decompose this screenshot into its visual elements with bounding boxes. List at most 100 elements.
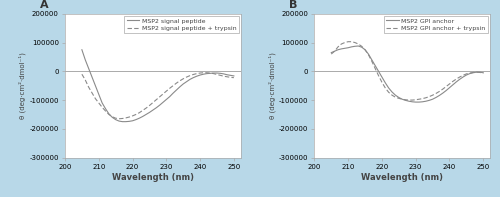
MSP2 GPI anchor + trypsin (430, 94, 436, 96)
MSP2 signal peptide (143, 113, 149, 116)
MSP2 signal peptide + trypsin (190, 73, 196, 76)
MSP2 GPI anchor (338, 48, 344, 50)
MSP2 GPI anchor + trypsin (402, 99, 408, 101)
MSP2 signal peptide (204, 72, 210, 75)
MSP2 GPI anchor + trypsin (335, 46, 341, 48)
MSP2 GPI anchor (420, 101, 426, 103)
MSP2 signal peptide (228, 74, 234, 76)
MSP2 signal peptide (82, 59, 88, 61)
MSP2 GPI anchor + trypsin (470, 71, 476, 74)
MSP2 signal peptide (160, 101, 166, 104)
MSP2 signal peptide (174, 89, 180, 91)
MSP2 GPI anchor (440, 92, 446, 94)
MSP2 GPI anchor (470, 72, 476, 74)
MSP2 signal peptide (214, 72, 220, 74)
MSP2 GPI anchor (348, 46, 354, 48)
MSP2 signal peptide (79, 49, 85, 51)
MSP2 GPI anchor (410, 101, 416, 103)
MSP2 signal peptide (130, 120, 136, 122)
MSP2 GPI anchor + trypsin (348, 41, 354, 43)
MSP2 signal peptide + trypsin (174, 82, 180, 84)
MSP2 signal peptide + trypsin (150, 101, 156, 104)
MSP2 GPI anchor + trypsin (406, 99, 412, 101)
MSP2 signal peptide (136, 117, 142, 119)
MSP2 GPI anchor (436, 94, 442, 97)
MSP2 signal peptide + trypsin (177, 80, 183, 82)
MSP2 signal peptide + trypsin (140, 109, 145, 112)
MSP2 signal peptide (190, 76, 196, 79)
MSP2 GPI anchor + trypsin (392, 96, 398, 98)
MSP2 GPI anchor + trypsin (433, 92, 439, 95)
MSP2 signal peptide (99, 102, 105, 104)
MSP2 GPI anchor + trypsin (366, 53, 372, 56)
MSP2 signal peptide (106, 113, 112, 115)
MSP2 signal peptide (156, 104, 162, 106)
Y-axis label: θ (deg·cm²·dmol⁻¹): θ (deg·cm²·dmol⁻¹) (268, 52, 276, 119)
MSP2 GPI anchor (426, 99, 432, 101)
MSP2 GPI anchor + trypsin (423, 97, 429, 99)
MSP2 signal peptide + trypsin (82, 79, 88, 81)
MSP2 signal peptide + trypsin (123, 117, 129, 119)
MSP2 signal peptide (102, 108, 108, 110)
MSP2 GPI anchor (345, 46, 351, 49)
MSP2 signal peptide (153, 107, 159, 109)
MSP2 signal peptide (207, 72, 213, 74)
MSP2 GPI anchor + trypsin (410, 99, 416, 101)
MSP2 signal peptide + trypsin (102, 110, 108, 112)
MSP2 signal peptide (231, 75, 237, 77)
MSP2 GPI anchor + trypsin (440, 88, 446, 90)
MSP2 GPI anchor + trypsin (453, 78, 459, 80)
MSP2 signal peptide (224, 74, 230, 76)
MSP2 signal peptide (210, 72, 216, 74)
MSP2 signal peptide + trypsin (92, 98, 98, 100)
MSP2 signal peptide + trypsin (187, 74, 193, 77)
MSP2 GPI anchor + trypsin (342, 41, 348, 44)
MSP2 signal peptide (96, 93, 102, 96)
MSP2 GPI anchor (402, 99, 408, 101)
MSP2 GPI anchor (412, 101, 418, 103)
MSP2 signal peptide (164, 98, 170, 101)
MSP2 GPI anchor (389, 91, 395, 93)
Text: B: B (290, 0, 298, 10)
MSP2 GPI anchor + trypsin (372, 67, 378, 70)
MSP2 GPI anchor (335, 49, 341, 51)
MSP2 GPI anchor (362, 49, 368, 51)
MSP2 GPI anchor (480, 72, 486, 74)
MSP2 GPI anchor + trypsin (426, 95, 432, 98)
MSP2 GPI anchor + trypsin (358, 45, 364, 47)
MSP2 GPI anchor (328, 51, 334, 54)
MSP2 GPI anchor (423, 100, 429, 102)
MSP2 signal peptide + trypsin (214, 73, 220, 76)
MSP2 signal peptide + trypsin (231, 76, 237, 79)
MSP2 signal peptide + trypsin (166, 87, 172, 89)
MSP2 GPI anchor + trypsin (362, 49, 368, 51)
MSP2 signal peptide (112, 118, 118, 121)
MSP2 GPI anchor (443, 89, 449, 92)
MSP2 signal peptide (180, 83, 186, 85)
MSP2 signal peptide (133, 118, 139, 121)
MSP2 signal peptide + trypsin (89, 92, 95, 94)
MSP2 signal peptide + trypsin (96, 102, 102, 104)
MSP2 GPI anchor + trypsin (480, 72, 486, 74)
MSP2 GPI anchor + trypsin (345, 41, 351, 43)
MSP2 signal peptide (89, 76, 95, 78)
MSP2 signal peptide + trypsin (146, 104, 152, 107)
MSP2 signal peptide + trypsin (180, 78, 186, 80)
MSP2 signal peptide (177, 86, 183, 88)
MSP2 signal peptide (194, 75, 200, 77)
MSP2 GPI anchor (376, 70, 382, 72)
MSP2 signal peptide + trypsin (112, 117, 118, 119)
MSP2 signal peptide + trypsin (207, 72, 213, 74)
MSP2 GPI anchor (406, 100, 412, 102)
MSP2 signal peptide + trypsin (120, 117, 126, 120)
MSP2 GPI anchor (416, 101, 422, 103)
MSP2 GPI anchor + trypsin (450, 80, 456, 83)
MSP2 GPI anchor (352, 45, 358, 47)
MSP2 GPI anchor + trypsin (379, 81, 385, 83)
MSP2 GPI anchor + trypsin (396, 97, 402, 99)
MSP2 signal peptide + trypsin (133, 113, 139, 116)
MSP2 GPI anchor (399, 98, 405, 100)
MSP2 GPI anchor + trypsin (436, 90, 442, 93)
Line: MSP2 GPI anchor: MSP2 GPI anchor (332, 46, 483, 102)
MSP2 signal peptide + trypsin (194, 72, 200, 75)
